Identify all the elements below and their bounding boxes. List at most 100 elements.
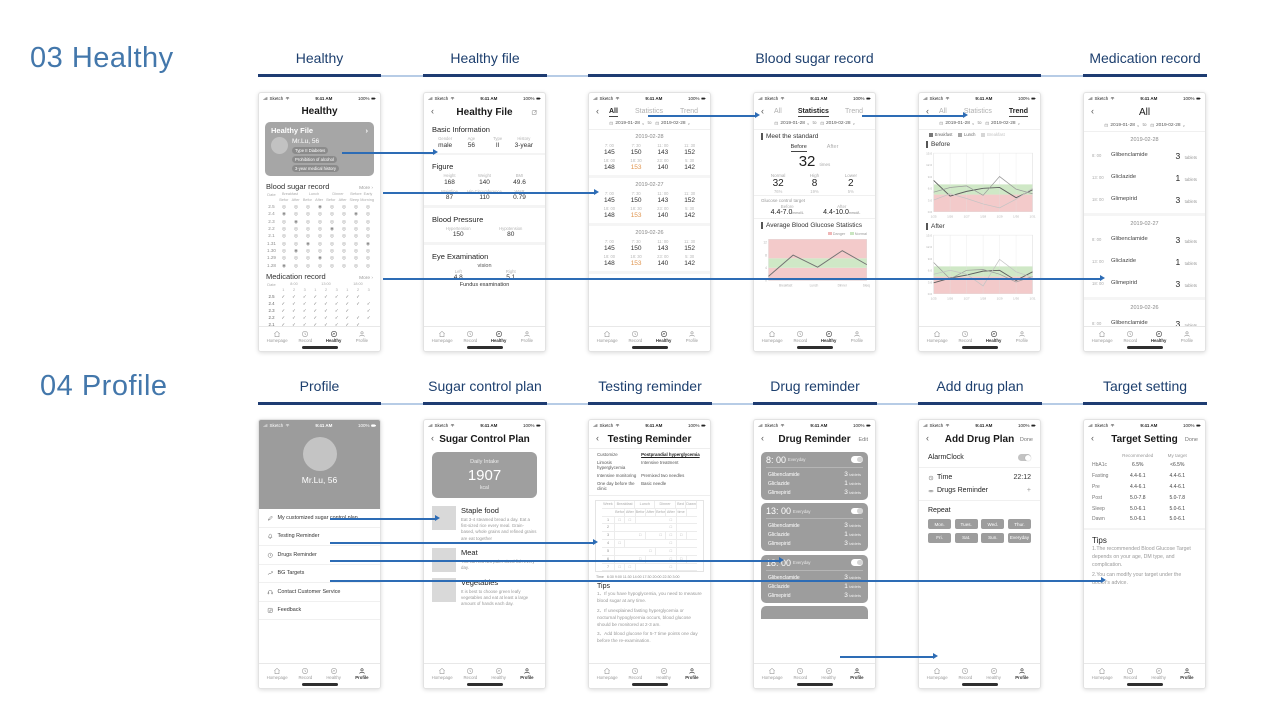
tab-Record[interactable]: Record bbox=[951, 330, 979, 344]
tab-Homepage[interactable]: Homepage bbox=[263, 667, 291, 681]
back-button[interactable]: ‹ bbox=[926, 433, 929, 443]
edit-icon[interactable] bbox=[531, 109, 538, 116]
scheme-option[interactable]: Postprandial hyperglycemia bbox=[641, 452, 700, 457]
tab-Profile[interactable]: Profile bbox=[843, 330, 871, 344]
back-button[interactable]: ‹ bbox=[431, 433, 434, 443]
tab-Profile[interactable]: Profile bbox=[348, 330, 376, 344]
repeat-day-button[interactable]: Wed. bbox=[981, 519, 1005, 529]
tab-Homepage[interactable]: Homepage bbox=[593, 330, 621, 344]
scheme-option[interactable]: Intensive monitoring bbox=[597, 473, 637, 478]
menu-item-Drugs Reminder[interactable]: Drugs Reminder bbox=[259, 546, 380, 565]
date-to[interactable]: 2019-02-28 bbox=[1156, 123, 1181, 128]
tab-all[interactable]: All bbox=[774, 108, 782, 115]
tab-Healthy[interactable]: Healthy bbox=[650, 330, 678, 344]
scheme-option[interactable]: Intensive treatment bbox=[641, 460, 679, 465]
toggle-on[interactable] bbox=[851, 507, 863, 515]
tab-Profile[interactable]: Profile bbox=[843, 667, 871, 681]
repeat-day-button[interactable]: Fri. bbox=[928, 532, 952, 543]
menu-item-Feedback[interactable]: Feedback bbox=[259, 602, 380, 620]
tab-Healthy[interactable]: Healthy bbox=[320, 667, 348, 681]
tab-Homepage[interactable]: Homepage bbox=[758, 667, 786, 681]
date-from[interactable]: 2019-01-28 bbox=[945, 121, 970, 126]
repeat-day-button[interactable]: Thur. bbox=[1007, 519, 1031, 529]
legend-item[interactable]: Breakfast bbox=[981, 132, 1005, 137]
tab-Record[interactable]: Record bbox=[291, 667, 319, 681]
tab-statistics[interactable]: Statistics bbox=[963, 108, 992, 115]
repeat-day-button[interactable]: Mon. bbox=[928, 519, 952, 529]
repeat-day-button[interactable]: Sat. bbox=[954, 532, 978, 543]
tab-Profile[interactable]: Profile bbox=[678, 330, 706, 344]
scheme-option[interactable]: Premixed two needles bbox=[641, 473, 685, 478]
tab-Healthy[interactable]: Healthy bbox=[1145, 330, 1173, 344]
tab-trend[interactable]: Trend bbox=[844, 108, 863, 115]
tab-Record[interactable]: Record bbox=[621, 330, 649, 344]
scheme-option[interactable]: Limosis hyperglycemia bbox=[597, 460, 626, 470]
tab-Homepage[interactable]: Homepage bbox=[593, 667, 621, 681]
alarm-toggle[interactable] bbox=[1018, 454, 1031, 461]
tab-Profile[interactable]: Profile bbox=[513, 667, 541, 681]
tab-Record[interactable]: Record bbox=[951, 667, 979, 681]
toggle-on[interactable] bbox=[851, 559, 863, 566]
legend-item[interactable]: Breakfast bbox=[929, 132, 952, 137]
before-tab[interactable]: Before bbox=[790, 144, 807, 152]
tab-Record[interactable]: Record bbox=[456, 330, 484, 344]
tab-Homepage[interactable]: Homepage bbox=[923, 667, 951, 681]
tab-all[interactable]: All bbox=[609, 108, 618, 117]
tab-Healthy[interactable]: Healthy bbox=[485, 330, 513, 344]
tab-Homepage[interactable]: Homepage bbox=[1088, 667, 1116, 681]
back-button[interactable]: ‹ bbox=[761, 433, 764, 443]
tab-trend[interactable]: Trend bbox=[1008, 108, 1028, 117]
after-tab[interactable]: After bbox=[826, 144, 839, 150]
done-button[interactable]: Done bbox=[1184, 437, 1198, 443]
back-button[interactable]: ‹ bbox=[926, 106, 929, 116]
scheme-option[interactable]: One day before the clinic bbox=[597, 481, 635, 491]
healthy-file-card[interactable]: Healthy File › Mr.Lu, 56 Type II Diabetes… bbox=[265, 122, 374, 176]
time-value[interactable]: 22:12 bbox=[1013, 474, 1031, 481]
tab-Record[interactable]: Record bbox=[456, 667, 484, 681]
date-from[interactable]: 2019-01-28 bbox=[615, 121, 640, 126]
back-button[interactable]: ‹ bbox=[1091, 106, 1094, 116]
tab-Healthy[interactable]: Healthy bbox=[650, 667, 678, 681]
tab-Healthy[interactable]: Healthy bbox=[980, 667, 1008, 681]
tab-Healthy[interactable]: Healthy bbox=[980, 330, 1008, 344]
tab-Healthy[interactable]: Healthy bbox=[815, 667, 843, 681]
tab-Homepage[interactable]: Homepage bbox=[428, 667, 456, 681]
done-button[interactable]: Done bbox=[1019, 437, 1033, 443]
scheme-option[interactable]: Basic needle bbox=[641, 481, 667, 486]
more-link[interactable]: More › bbox=[359, 276, 373, 281]
plus-icon[interactable]: + bbox=[1026, 487, 1031, 494]
tab-Healthy[interactable]: Healthy bbox=[1145, 667, 1173, 681]
toggle-on[interactable] bbox=[851, 456, 863, 463]
tab-Record[interactable]: Record bbox=[621, 667, 649, 681]
tab-Record[interactable]: Record bbox=[1116, 667, 1144, 681]
tab-Profile[interactable]: Profile bbox=[348, 667, 376, 681]
edit-button[interactable]: Edit bbox=[858, 437, 868, 443]
menu-item-Testing Reminder[interactable]: Testing Reminder bbox=[259, 528, 380, 546]
tab-Profile[interactable]: Profile bbox=[678, 667, 706, 681]
date-from[interactable]: 2019-01-28 bbox=[1110, 123, 1135, 128]
tab-Record[interactable]: Record bbox=[786, 667, 814, 681]
back-button[interactable]: ‹ bbox=[596, 106, 599, 116]
tab-Homepage[interactable]: Homepage bbox=[758, 330, 786, 344]
tab-Record[interactable]: Record bbox=[291, 330, 319, 344]
repeat-day-button[interactable]: Tues. bbox=[954, 519, 978, 529]
tab-Profile[interactable]: Profile bbox=[1173, 330, 1201, 344]
repeat-day-button[interactable]: Sun. bbox=[981, 532, 1005, 543]
tab-statistics[interactable]: Statistics bbox=[634, 108, 663, 115]
date-to[interactable]: 2019-02-28 bbox=[661, 121, 686, 126]
back-button[interactable]: ‹ bbox=[431, 106, 434, 116]
tab-Healthy[interactable]: Healthy bbox=[320, 330, 348, 344]
tab-statistics[interactable]: Statistics bbox=[797, 108, 829, 117]
date-to[interactable]: 2019-02-28 bbox=[826, 121, 851, 126]
date-from[interactable]: 2019-01-28 bbox=[780, 121, 805, 126]
tab-Healthy[interactable]: Healthy bbox=[815, 330, 843, 344]
tab-Profile[interactable]: Profile bbox=[1008, 330, 1036, 344]
menu-item-Contact Customer Service[interactable]: Contact Customer Service bbox=[259, 583, 380, 602]
menu-item-My customized sugar control plan[interactable]: My customized sugar control plan bbox=[259, 509, 380, 528]
tab-Homepage[interactable]: Homepage bbox=[263, 330, 291, 344]
date-to[interactable]: 2019-02-28 bbox=[991, 121, 1016, 126]
tab-Homepage[interactable]: Homepage bbox=[1088, 330, 1116, 344]
tab-Homepage[interactable]: Homepage bbox=[428, 330, 456, 344]
tab-Healthy[interactable]: Healthy bbox=[485, 667, 513, 681]
tab-Profile[interactable]: Profile bbox=[1008, 667, 1036, 681]
